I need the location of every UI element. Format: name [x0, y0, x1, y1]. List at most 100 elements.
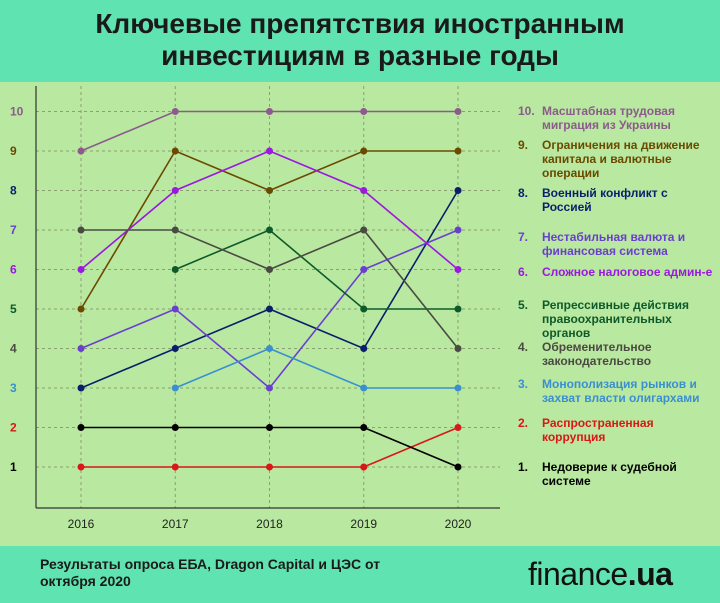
- data-point: [454, 187, 462, 194]
- legend-rank: 4.: [518, 340, 529, 354]
- data-point: [360, 463, 368, 471]
- footer-band: [0, 546, 720, 603]
- legend-label: Ограничения на движение капитала и валют…: [542, 138, 700, 180]
- legend-rank: 3.: [518, 377, 529, 391]
- data-point: [77, 147, 85, 155]
- data-point: [171, 384, 179, 392]
- data-point: [77, 266, 85, 273]
- legend-label: Нестабильная валюта и финансовая система: [542, 230, 686, 258]
- data-point: [266, 345, 273, 352]
- data-point: [77, 384, 85, 392]
- data-point: [266, 424, 273, 431]
- data-point: [360, 226, 368, 234]
- data-point: [454, 266, 462, 273]
- y-tick-label: 7: [10, 223, 17, 237]
- legend-label: Масштабная трудовая миграция из Украины: [542, 104, 675, 132]
- data-point: [266, 384, 273, 392]
- legend-rank: 7.: [518, 230, 529, 244]
- data-point: [454, 147, 462, 155]
- x-tick-label: 2017: [162, 517, 189, 531]
- data-point: [454, 108, 462, 115]
- series-line-5: [80, 150, 459, 271]
- legend-label: Репрессивные действия правоохранительных…: [542, 298, 690, 340]
- legend-rank: 1.: [518, 460, 529, 474]
- data-point: [171, 266, 179, 273]
- series-line-7: [81, 229, 459, 349]
- legend-label: Монополизация рынков и захват власти оли…: [542, 377, 700, 405]
- data-point: [171, 463, 179, 471]
- legend-item: 9. Ограничения на движение капитала и вал…: [518, 138, 716, 180]
- series-line-8: [174, 347, 458, 389]
- data-point: [266, 147, 273, 155]
- legend-rank: 9.: [518, 138, 529, 152]
- header-band: [0, 0, 720, 82]
- data-point: [360, 108, 368, 115]
- data-point: [171, 187, 179, 194]
- data-point: [77, 424, 85, 431]
- data-point: [360, 384, 368, 392]
- legend-label: Обременительное законодательство: [542, 340, 652, 368]
- data-point: [266, 305, 273, 313]
- legend-item: 6. Сложное налоговое админ-е: [518, 265, 716, 279]
- legend-rank: 6.: [518, 265, 529, 279]
- legend-label: Распространенная коррупция: [542, 416, 654, 444]
- logo-domain: finance: [528, 556, 628, 592]
- y-tick-label: 3: [10, 381, 17, 395]
- data-point: [454, 424, 462, 431]
- y-tick-label: 8: [10, 184, 17, 198]
- legend-rank: 2.: [518, 416, 529, 430]
- x-tick-label: 2016: [68, 517, 95, 531]
- y-tick-label: 5: [10, 302, 17, 316]
- legend-item: 4. Обременительное законодательство: [518, 340, 716, 368]
- logo-suffix: .ua: [627, 556, 673, 592]
- finance-ua-logo: finance.ua: [528, 556, 673, 592]
- legend-rank: 8.: [518, 186, 529, 200]
- data-point: [266, 226, 273, 234]
- legend-rank: 5.: [518, 298, 529, 312]
- data-point: [454, 226, 462, 234]
- data-point: [360, 147, 368, 155]
- data-point: [360, 266, 368, 273]
- data-point: [454, 463, 462, 471]
- legend-item: 8. Военный конфликт с Россией: [518, 186, 716, 214]
- data-point: [171, 345, 179, 352]
- data-point: [171, 424, 179, 431]
- y-tick-label: 10: [10, 105, 24, 119]
- data-point: [171, 305, 179, 313]
- source-note: Результаты опроса ЕБА, Dragon Capital и …: [40, 556, 381, 589]
- data-point: [171, 226, 179, 234]
- data-point: [266, 266, 273, 273]
- data-point: [77, 345, 85, 352]
- legend-label: Военный конфликт с Россией: [542, 186, 668, 214]
- data-point: [266, 108, 273, 115]
- data-point: [171, 147, 179, 155]
- legend-item: 10. Масштабная трудовая миграция из Украи…: [518, 104, 716, 132]
- data-point: [360, 345, 368, 352]
- data-point: [360, 305, 368, 313]
- data-point: [360, 424, 368, 431]
- data-point: [266, 187, 273, 194]
- legend-item: 5. Репрессивные действия правоохранительн…: [518, 298, 716, 340]
- x-tick-label: 2018: [256, 517, 283, 531]
- line-chart: 1 2 3 4 5 6 7 8 9 10 2016 2017 2018 2019 2020: [10, 86, 500, 531]
- data-point: [454, 384, 462, 392]
- data-point: [266, 463, 273, 471]
- y-tick-label: 6: [10, 263, 17, 277]
- y-tick-label: 9: [10, 144, 17, 158]
- legend-rank: 10.: [518, 104, 535, 118]
- y-tick-label: 2: [10, 421, 17, 435]
- x-tick-label: 2019: [350, 517, 377, 531]
- data-point: [360, 187, 368, 194]
- data-point: [454, 305, 462, 313]
- legend-label: Сложное налоговое админ-е: [542, 265, 713, 279]
- y-tick-label: 1: [10, 460, 17, 474]
- data-point: [454, 345, 462, 352]
- legend-item: 3. Монополизация рынков и захват власти о…: [518, 377, 716, 405]
- data-point: [77, 305, 85, 313]
- chart-title: Ключевые препятствия иностранным инвести…: [95, 8, 625, 71]
- legend-item: 2. Распространенная коррупция: [518, 416, 716, 444]
- x-tick-label: 2020: [445, 517, 472, 531]
- data-point: [77, 463, 85, 471]
- legend-item: 7. Нестабильная валюта и финансовая систе…: [518, 230, 716, 258]
